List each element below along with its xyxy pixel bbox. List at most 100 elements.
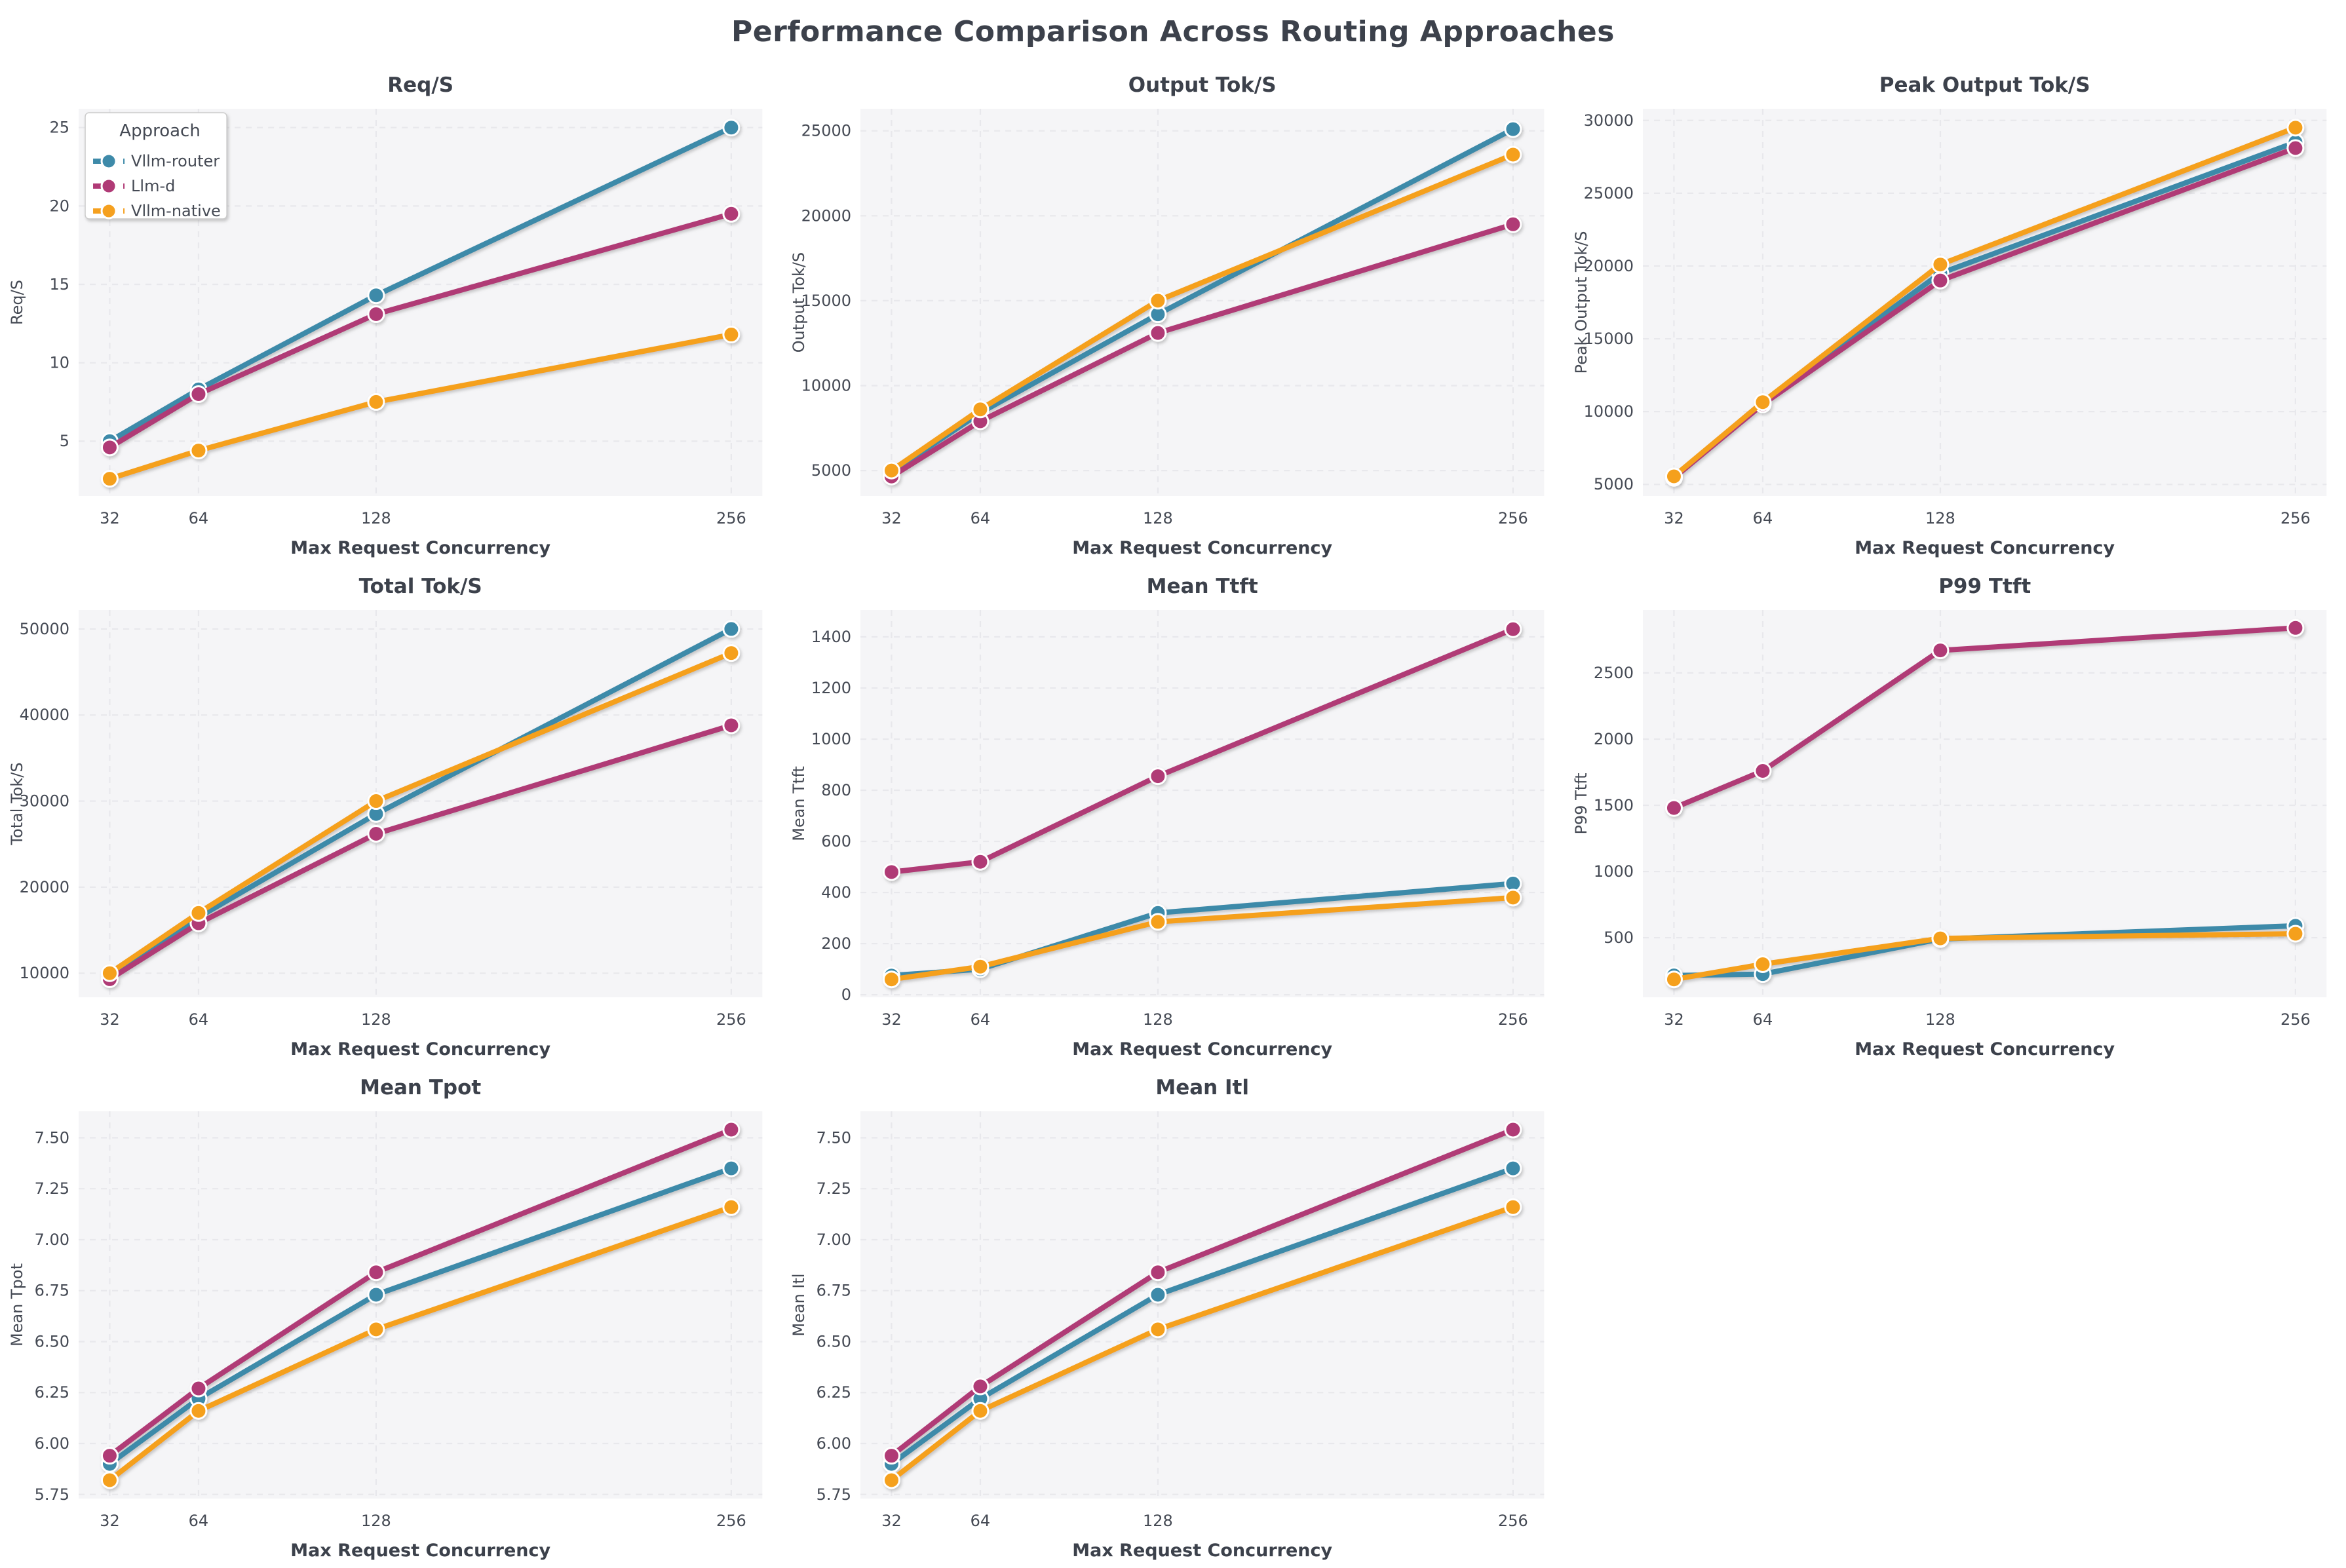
data-point bbox=[971, 1402, 990, 1420]
x-axis-label: Max Request Concurrency bbox=[290, 1039, 550, 1060]
x-tick-label: 64 bbox=[189, 509, 209, 527]
x-tick-label: 128 bbox=[361, 1010, 391, 1029]
legend-swatch-marker bbox=[100, 202, 117, 220]
data-point bbox=[189, 1379, 208, 1398]
y-tick-label: 20000 bbox=[1583, 257, 1633, 275]
series-line-vllm-native bbox=[889, 894, 1516, 982]
empty-cell bbox=[1564, 1065, 2346, 1567]
data-point bbox=[1931, 271, 1950, 290]
x-tick-label: 32 bbox=[882, 509, 902, 527]
data-point bbox=[1504, 145, 1522, 164]
x-tick-label: 128 bbox=[361, 509, 391, 527]
series-line-llm-d bbox=[889, 221, 1516, 480]
data-point bbox=[971, 852, 990, 871]
y-tick-label: 5.75 bbox=[817, 1485, 851, 1504]
plot-area bbox=[860, 610, 1545, 997]
x-tick-label: 32 bbox=[882, 1010, 902, 1029]
tick-labels: 5 10 15 20 25 32 64 128 256 bbox=[49, 119, 746, 527]
data-point bbox=[1504, 620, 1522, 638]
series-vllm-native bbox=[100, 1198, 740, 1489]
data-point bbox=[971, 1377, 990, 1396]
series-line-vllm-router bbox=[107, 1166, 734, 1467]
data-point bbox=[1931, 641, 1950, 660]
series-llm-d bbox=[883, 1120, 1522, 1465]
data-point bbox=[1504, 1198, 1522, 1216]
series-vllm-native bbox=[883, 145, 1522, 480]
y-tick-label: 30000 bbox=[1583, 111, 1633, 130]
gridlines bbox=[79, 1111, 763, 1499]
page-title: Performance Comparison Across Routing Ap… bbox=[731, 14, 1615, 48]
x-tick-label: 64 bbox=[1752, 1010, 1773, 1029]
series-vllm-native bbox=[1664, 119, 2305, 486]
x-tick-label: 128 bbox=[1925, 509, 1955, 527]
y-tick-label: 40000 bbox=[20, 706, 69, 724]
y-tick-label: 6.25 bbox=[35, 1383, 69, 1402]
x-tick-label: 256 bbox=[2280, 1010, 2311, 1029]
chart-title: Total Tok/S bbox=[359, 575, 482, 598]
series-vllm-native bbox=[883, 1198, 1522, 1489]
chart-req-s: 5 10 15 20 25 32 64 128 256 Req/S Max Request Conc… bbox=[0, 63, 782, 564]
chart-grid: 5 10 15 20 25 32 64 128 256 Req/S Max Request Conc… bbox=[0, 63, 2346, 1568]
chart-title: Output Tok/S bbox=[1128, 73, 1277, 97]
series-vllm-native bbox=[1664, 925, 2305, 989]
chart-title: Mean Tpot bbox=[360, 1076, 481, 1100]
series-group bbox=[1664, 119, 2305, 487]
data-point bbox=[1754, 761, 1772, 780]
chart-mean-itl: 5.75 6.00 6.25 6.50 6.75 7.00 7.25 7.50 32 64 128 2… bbox=[782, 1065, 1564, 1567]
data-point bbox=[883, 1447, 901, 1465]
y-tick-label: 2500 bbox=[1594, 664, 1634, 682]
y-tick-label: 1400 bbox=[811, 628, 851, 646]
series-vllm-native bbox=[883, 889, 1522, 989]
y-axis-label: Mean Ttft bbox=[790, 766, 808, 841]
chart-title: P99 Ttft bbox=[1938, 575, 2031, 598]
y-tick-label: 6.75 bbox=[817, 1282, 851, 1300]
data-point bbox=[883, 970, 901, 989]
x-axis-label: Max Request Concurrency bbox=[290, 1540, 550, 1561]
y-tick-label: 10 bbox=[49, 354, 69, 372]
data-point bbox=[883, 1471, 901, 1489]
data-point bbox=[1149, 913, 1167, 931]
chart-canvas-mean-tpot: 5.75 6.00 6.25 6.50 6.75 7.00 7.25 7.50 32 64 128 2… bbox=[8, 1076, 763, 1561]
y-tick-label: 25 bbox=[49, 119, 69, 137]
tick-labels: 5000 10000 15000 20000 25000 32 64 128 256 bbox=[801, 122, 1528, 527]
data-point bbox=[1149, 324, 1167, 342]
series-line-vllm-native bbox=[107, 332, 734, 482]
gridlines bbox=[79, 610, 763, 997]
series-group bbox=[100, 1120, 740, 1489]
x-tick-label: 64 bbox=[189, 1512, 209, 1530]
data-point bbox=[1664, 970, 1683, 989]
y-tick-label: 20000 bbox=[801, 206, 851, 225]
chart-peak-output-tok-s: 5000 10000 15000 20000 25000 30000 32 64 128 256 P… bbox=[1564, 63, 2346, 564]
chart-canvas-peak-output-tok-s: 5000 10000 15000 20000 25000 30000 32 64 128 256 P… bbox=[1572, 73, 2326, 558]
chart-canvas-req-s: 5 10 15 20 25 32 64 128 256 Req/S Max Request Conc… bbox=[8, 73, 763, 558]
y-tick-label: 6.50 bbox=[35, 1332, 69, 1350]
x-tick-label: 64 bbox=[971, 1010, 991, 1029]
y-tick-label: 6.50 bbox=[817, 1332, 851, 1350]
series-line-vllm-native bbox=[107, 650, 734, 976]
data-point bbox=[722, 119, 740, 137]
chart-title: Req/S bbox=[387, 73, 453, 97]
data-point bbox=[367, 392, 385, 411]
plot-area bbox=[860, 1111, 1545, 1499]
x-tick-label: 128 bbox=[1143, 1010, 1173, 1029]
data-point bbox=[883, 461, 901, 480]
data-point bbox=[1149, 767, 1167, 786]
data-point bbox=[2286, 119, 2305, 137]
y-axis-label: Total Tok/S bbox=[8, 762, 26, 845]
y-tick-label: 5000 bbox=[811, 461, 851, 480]
data-point bbox=[1664, 799, 1683, 817]
chart-title: Mean Itl bbox=[1156, 1076, 1250, 1100]
series-llm-d bbox=[100, 1120, 740, 1465]
data-point bbox=[1149, 292, 1167, 310]
data-point bbox=[189, 442, 208, 460]
data-point bbox=[100, 438, 119, 457]
figure-header: Performance Comparison Across Routing Ap… bbox=[0, 0, 2346, 63]
data-point bbox=[722, 1159, 740, 1177]
data-point bbox=[1931, 256, 1950, 274]
series-group bbox=[883, 620, 1522, 989]
data-point bbox=[722, 620, 740, 638]
legend-item-llm-d: Llm-d bbox=[93, 177, 175, 195]
data-point bbox=[722, 716, 740, 735]
x-tick-label: 64 bbox=[1752, 509, 1773, 527]
tick-labels: 5000 10000 15000 20000 25000 30000 32 64 128 256 bbox=[1583, 111, 2310, 527]
